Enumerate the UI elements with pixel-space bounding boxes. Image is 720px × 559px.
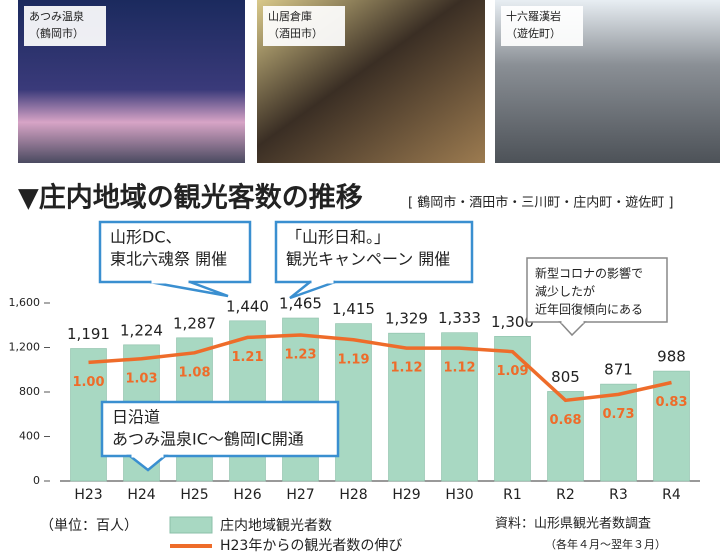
annotation-text: 日沿道 <box>112 408 160 427</box>
x-tick-label: H26 <box>233 487 261 503</box>
bar-value-label: 871 <box>604 361 633 379</box>
line-value-label: 1.03 <box>125 371 157 386</box>
source: 資料：山形県観光者数調査 <box>495 517 651 532</box>
annotation-text: 近年回復傾向にある <box>535 302 643 317</box>
photo-label: 山居倉庫 <box>268 9 312 23</box>
bar <box>336 324 372 481</box>
annotation-pointer <box>560 322 585 335</box>
bar-value-label: 1,287 <box>173 314 216 332</box>
bar-value-label: 805 <box>551 368 580 386</box>
line-value-label: 1.21 <box>231 350 263 365</box>
bar <box>548 391 584 481</box>
x-tick-label: H24 <box>127 487 155 503</box>
photo-label: （酒田市） <box>268 26 323 40</box>
y-tick-label: 1,600 <box>9 296 41 309</box>
line-value-label: 1.23 <box>284 348 316 363</box>
line-value-label: 1.08 <box>178 365 210 380</box>
legend-label: H23年からの観光者数の伸び <box>220 537 402 554</box>
bar-value-label: 988 <box>657 348 686 366</box>
bar <box>495 336 531 481</box>
bar-value-label: 1,415 <box>332 300 375 318</box>
x-tick-label: R3 <box>609 487 628 503</box>
annotation-text: 山形DC、 <box>110 228 182 247</box>
annotation-text: 新型コロナの影響で <box>535 266 643 281</box>
line-value-label: 1.12 <box>443 361 475 376</box>
bar <box>654 371 690 481</box>
y-tick-label: 400 <box>19 430 40 443</box>
x-tick-label: H25 <box>180 487 208 503</box>
line-value-label: 0.83 <box>655 395 687 410</box>
unit-note: （単位：百人） <box>40 518 138 534</box>
chart-subtitle: [ 鶴岡市・酒田市・三川町・庄内町・遊佐町 ] <box>408 195 673 211</box>
x-tick-label: H23 <box>74 487 102 503</box>
bar-value-label: 1,333 <box>438 309 481 327</box>
bar-value-label: 1,329 <box>385 310 428 328</box>
line-value-label: 1.19 <box>337 352 369 367</box>
annotation-text: 減少したが <box>535 284 595 299</box>
y-tick-label: 1,200 <box>9 341 41 354</box>
x-tick-label: H28 <box>339 487 367 503</box>
bar-value-label: 1,191 <box>67 325 110 343</box>
bar <box>389 333 425 481</box>
x-tick-label: H29 <box>392 487 420 503</box>
line-value-label: 1.12 <box>390 361 422 376</box>
x-tick-label: H30 <box>445 487 473 503</box>
x-tick-label: H27 <box>286 487 314 503</box>
x-tick-label: R1 <box>503 487 522 503</box>
annotation-text: 観光キャンペーン 開催 <box>286 250 450 269</box>
annotation-pointer <box>150 282 228 296</box>
photo-label: 十六羅漢岩 <box>506 9 561 23</box>
bar <box>442 333 478 481</box>
legend-label: 庄内地域観光者数 <box>220 517 332 534</box>
line-value-label: 0.68 <box>549 413 581 428</box>
photo-label: （遊佐町） <box>506 26 561 40</box>
line-value-label: 1.00 <box>72 375 104 390</box>
line-value-label: 1.09 <box>496 364 528 379</box>
chart-title: ▼庄内地域の観光客数の推移 <box>18 182 363 214</box>
photo-label: （鶴岡市） <box>29 26 84 40</box>
bar-value-label: 1,465 <box>279 295 322 313</box>
y-tick-label: 800 <box>19 385 40 398</box>
bar-value-label: 1,224 <box>120 321 163 339</box>
page: ▼庄内地域の観光客数の推移 [ 鶴岡市・酒田市・三川町・庄内町・遊佐町 ] （単… <box>0 0 720 555</box>
x-tick-label: R4 <box>662 487 681 503</box>
legend-swatch <box>170 517 212 533</box>
y-tick-label: 0 <box>33 474 40 487</box>
source-note: （各年４月～翌年３月） <box>545 537 666 551</box>
annotation-text: あつみ温泉IC～鶴岡IC開通 <box>112 430 304 449</box>
line-value-label: 0.73 <box>602 407 634 422</box>
x-tick-label: R2 <box>556 487 575 503</box>
photo-label: あつみ温泉 <box>29 9 84 23</box>
bar <box>601 384 637 481</box>
bar-value-label: 1,440 <box>226 297 269 315</box>
annotation-text: 東北六魂祭 開催 <box>110 250 227 269</box>
annotation-text: 「山形日和。」 <box>286 228 390 247</box>
line <box>89 335 672 400</box>
